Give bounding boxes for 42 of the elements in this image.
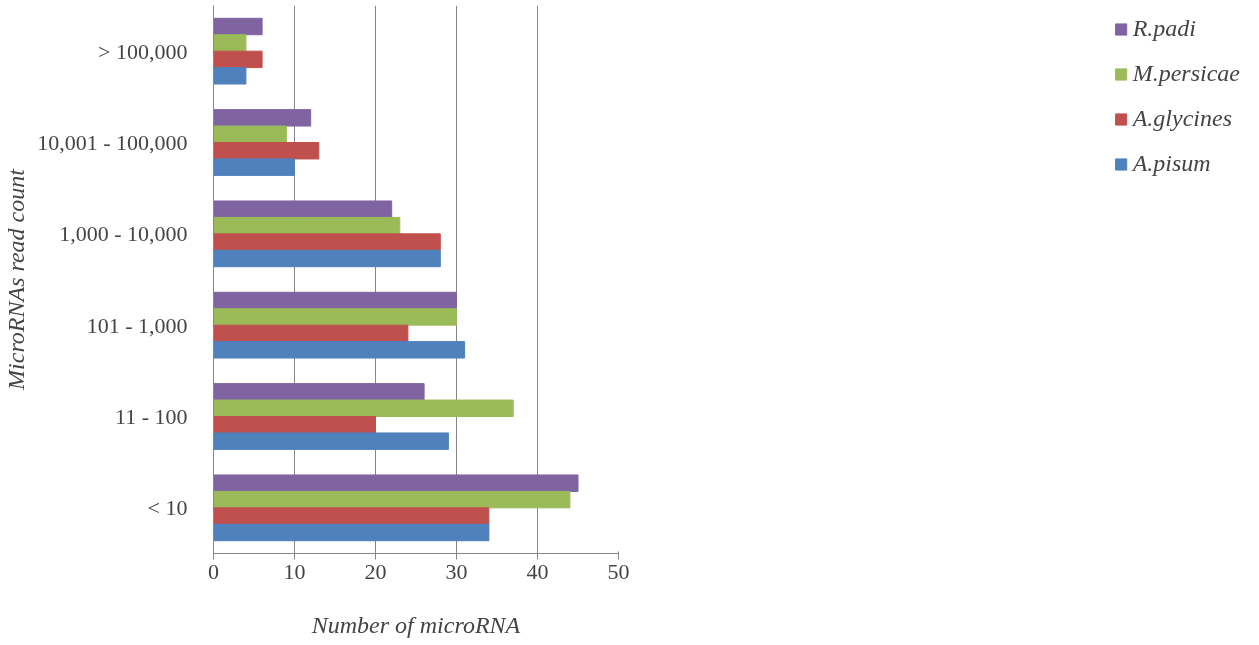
bar <box>213 34 247 52</box>
bar <box>213 341 466 359</box>
bar <box>213 383 425 401</box>
x-axis-title: Number of microRNA <box>310 611 521 638</box>
bar <box>213 125 287 143</box>
y-tick-label: < 10 <box>147 495 188 521</box>
y-tick-label: > 100,000 <box>98 38 188 64</box>
bar <box>213 399 514 417</box>
x-tick-label: 50 <box>607 558 630 584</box>
bar <box>213 50 263 69</box>
bar <box>213 109 312 127</box>
bar <box>213 474 579 492</box>
bar <box>213 67 247 85</box>
y-tick-label: 101 - 1,000 <box>86 312 188 338</box>
legend-label: R.padi <box>1132 15 1197 42</box>
bar <box>213 507 490 525</box>
bar <box>213 291 457 310</box>
bar <box>213 249 441 268</box>
y-tick-label: 1,000 - 10,000 <box>59 221 188 247</box>
legend-label: A.glycines <box>1132 105 1232 132</box>
x-tick-label: 40 <box>526 558 549 584</box>
y-tick-label: 11 - 100 <box>114 404 188 429</box>
bar <box>213 308 457 326</box>
bar <box>213 233 441 251</box>
bar <box>213 490 571 509</box>
legend-label: A.pisum <box>1132 150 1211 177</box>
bar <box>213 17 263 36</box>
bar <box>213 216 401 235</box>
bar <box>213 416 376 434</box>
y-tick-label: 10,001 - 100,000 <box>37 130 188 155</box>
bar <box>213 523 490 542</box>
x-tick-label: 0 <box>208 558 219 584</box>
bar <box>213 142 320 160</box>
x-tick-label: 20 <box>364 558 387 584</box>
bar <box>213 200 393 218</box>
bar <box>213 432 449 450</box>
bar <box>213 324 409 343</box>
bar <box>213 158 295 176</box>
y-axis-title: MicroRNAs read count <box>3 167 30 391</box>
legend-label: M.persicae <box>1132 60 1240 87</box>
x-tick-label: 10 <box>283 558 306 584</box>
x-tick-label: 30 <box>445 558 468 584</box>
